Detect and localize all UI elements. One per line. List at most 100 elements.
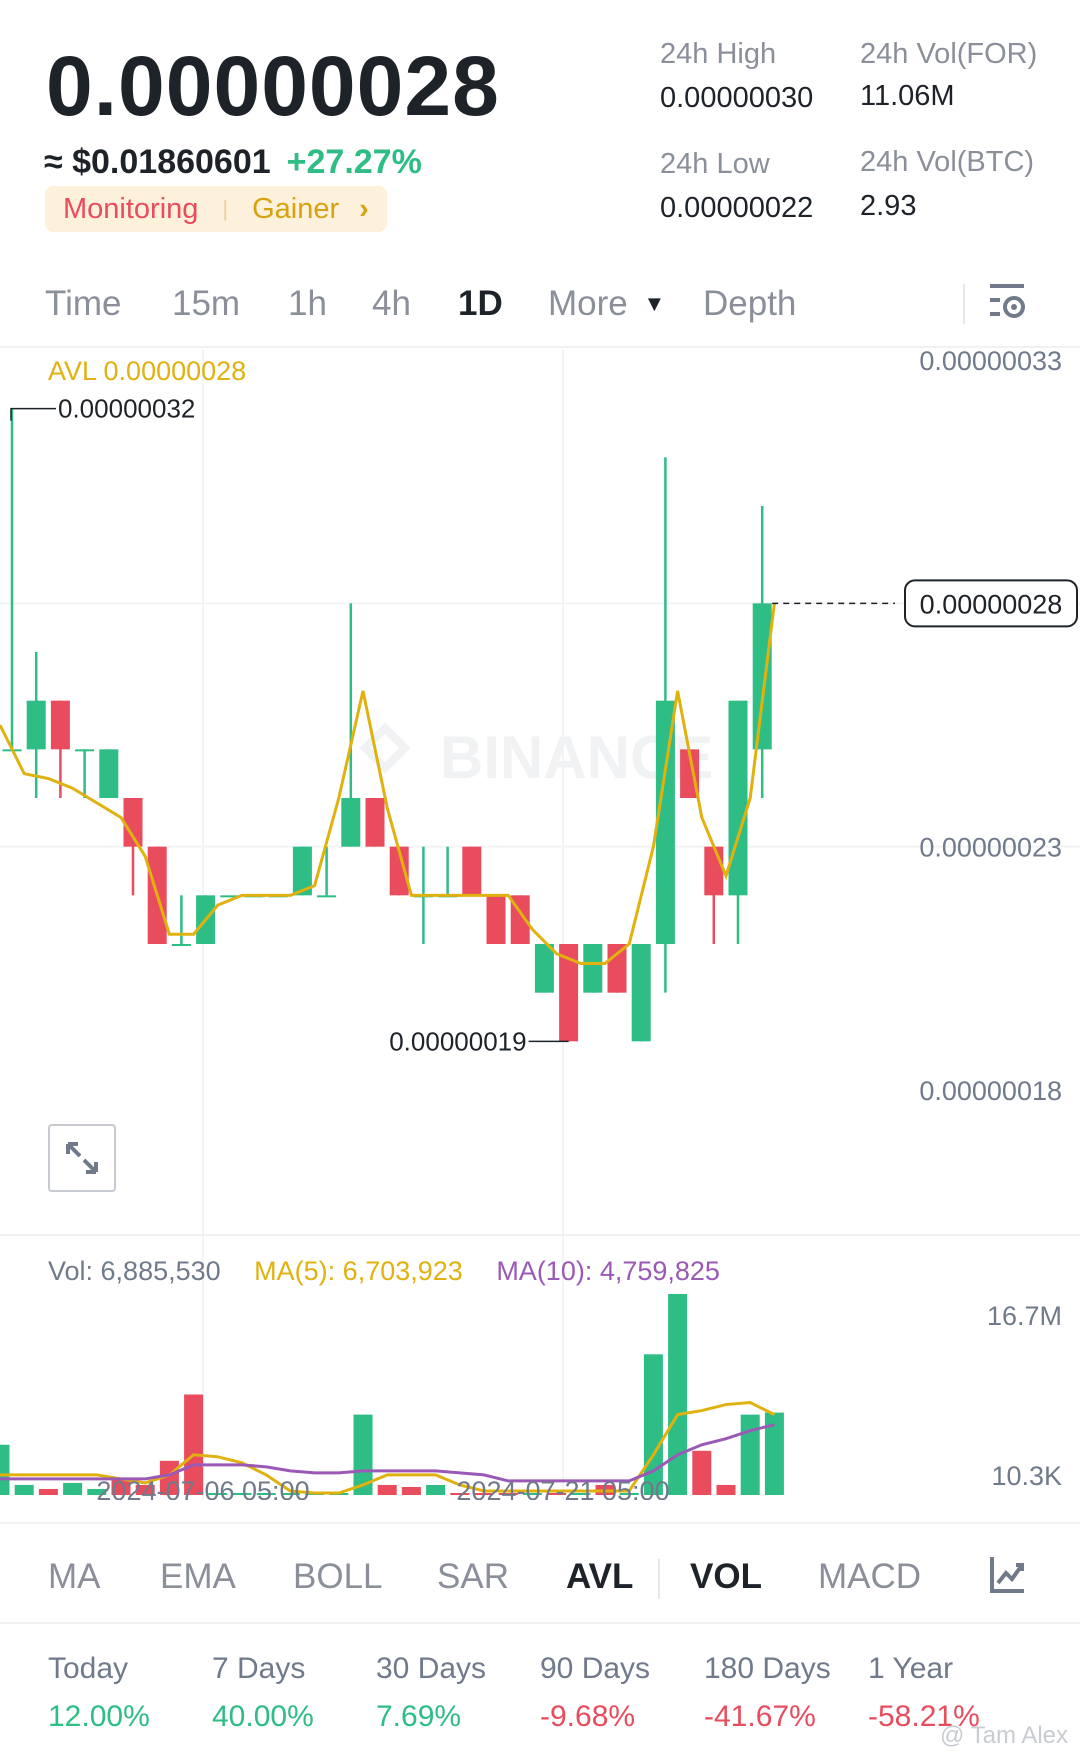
tab-1h[interactable]: 1h (288, 284, 327, 323)
perf-label-7d: 7 Days (212, 1652, 306, 1685)
volume-bar (740, 1414, 760, 1495)
candle-body (341, 798, 361, 847)
tab-depth[interactable]: Depth (703, 284, 797, 323)
indicator-avl[interactable]: AVL (566, 1557, 634, 1596)
candle-body (220, 895, 240, 898)
perf-label-180d: 180 Days (704, 1652, 831, 1685)
ma10-value: MA(10): 4,759,825 (496, 1256, 720, 1286)
perf-label-1y: 1 Year (868, 1652, 954, 1685)
tab-15m[interactable]: 15m (172, 284, 241, 323)
candle-body (752, 603, 772, 750)
date-tick-label: 2024-07-21 05:00 (456, 1476, 669, 1500)
volume-tick-label: 10.3K (991, 1461, 1062, 1491)
indicator-ma[interactable]: MA (48, 1557, 101, 1596)
current-price: 0.00000028 (46, 39, 500, 133)
candle-body (583, 944, 603, 993)
tab-time[interactable]: Time (45, 284, 122, 323)
volume-bar (692, 1450, 712, 1495)
divider (0, 1522, 1080, 1524)
volume-bar (256, 1492, 276, 1495)
fullscreen-button[interactable] (48, 1124, 116, 1192)
candle-body (99, 749, 119, 798)
tag-separator: | (222, 196, 229, 221)
candle-body (123, 798, 143, 847)
candle-body (559, 944, 579, 1042)
volume-bar (547, 1492, 567, 1495)
high-label: 24h High (660, 38, 777, 70)
binance-logo-icon (359, 722, 411, 774)
tab-more[interactable]: More ▼ (548, 284, 665, 324)
tab-divider (963, 284, 965, 324)
volume-bar (63, 1482, 83, 1495)
perf-value-1y: -58.21% (868, 1700, 980, 1733)
volume-bar (377, 1484, 397, 1495)
expand-icon (66, 1142, 98, 1174)
volume-bar (426, 1484, 446, 1495)
volume-bar (474, 1492, 494, 1495)
indicator-ema[interactable]: EMA (160, 1557, 236, 1596)
candle-body (292, 846, 312, 896)
tab-1d[interactable]: 1D (458, 284, 503, 323)
candle-body (607, 944, 627, 993)
price-tick-label: 0.00000033 (919, 350, 1062, 376)
candle-body (486, 895, 506, 944)
vol-for-value: 11.06M (860, 80, 955, 112)
vol-for-label: 24h Vol(FOR) (860, 38, 1038, 70)
chevron-right-icon: › (359, 192, 369, 225)
candle-body (462, 846, 482, 896)
usd-price-row: ≈ $0.01860601 +27.27% (44, 143, 422, 182)
timeframe-bar: Time 15m 1h 4h 1D More ▼ Depth (0, 270, 1080, 340)
price-tick-label: 0.00000018 (919, 1076, 1062, 1106)
perf-label-today: Today (48, 1652, 129, 1685)
current-price-tag-label: 0.00000028 (920, 589, 1063, 619)
volume-bar (668, 1294, 688, 1495)
candle-body (26, 700, 46, 750)
gainer-tag[interactable]: Gainer (252, 192, 340, 225)
low-value: 0.00000022 (660, 192, 814, 224)
indicator-boll[interactable]: BOLL (293, 1557, 383, 1596)
volume-bar (87, 1488, 107, 1495)
indicator-settings-icon[interactable] (988, 1553, 1028, 1597)
volume-legend: Vol: 6,885,530 MA(5): 6,703,923 MA(10): … (48, 1256, 720, 1287)
divider (0, 346, 1080, 348)
tab-more-label: More (548, 284, 628, 323)
current-price-tag (904, 579, 1078, 628)
price-chart[interactable]: BINANCE 0.00000033 0.00000023 0.00000018 0.0… (0, 346, 1080, 1506)
user-watermark: @ Tam Alex (940, 1722, 1068, 1749)
indicator-bar: MA EMA BOLL SAR AVL VOL MACD (0, 1545, 1080, 1615)
indicator-sar[interactable]: SAR (437, 1557, 509, 1596)
ma10-line (0, 1423, 775, 1483)
perf-value-30d: 7.69% (376, 1700, 462, 1733)
change-percent: +27.27% (286, 143, 422, 181)
candle-body (631, 944, 651, 1042)
volume-bar (764, 1412, 784, 1495)
volume-bar (450, 1492, 470, 1495)
tags-pill[interactable]: Monitoring | Gainer › (45, 186, 387, 232)
volume-bar (135, 1484, 155, 1495)
candle-body (728, 700, 748, 896)
caret-down-icon: ▼ (643, 291, 666, 316)
candle-body (75, 749, 95, 752)
volume-tick-label: 16.7M (987, 1301, 1062, 1331)
perf-value-7d: 40.00% (212, 1700, 314, 1733)
tab-4h[interactable]: 4h (372, 284, 411, 323)
volume-bar (619, 1492, 639, 1495)
perf-value-180d: -41.67% (704, 1700, 816, 1733)
candle-body (171, 944, 191, 946)
candle-body (389, 846, 409, 896)
avl-line (0, 603, 776, 965)
date-tick-label: 2024-07-06 05:00 (96, 1476, 309, 1500)
monitoring-tag[interactable]: Monitoring (63, 192, 199, 225)
ma5-value: MA(5): 6,703,923 (254, 1256, 463, 1286)
indicator-vol[interactable]: VOL (690, 1557, 762, 1596)
high-value: 0.00000030 (660, 82, 814, 114)
candle-body (655, 700, 675, 944)
vol-btc-label: 24h Vol(BTC) (860, 146, 1035, 178)
high-marker-line (10, 407, 56, 421)
usd-approx: ≈ $0.01860601 (44, 143, 271, 181)
divider (0, 1622, 1080, 1624)
chart-settings-icon[interactable] (988, 280, 1028, 326)
indicator-macd[interactable]: MACD (818, 1557, 922, 1596)
volume-bar (716, 1484, 736, 1495)
avl-label: AVL 0.00000028 (48, 356, 247, 386)
